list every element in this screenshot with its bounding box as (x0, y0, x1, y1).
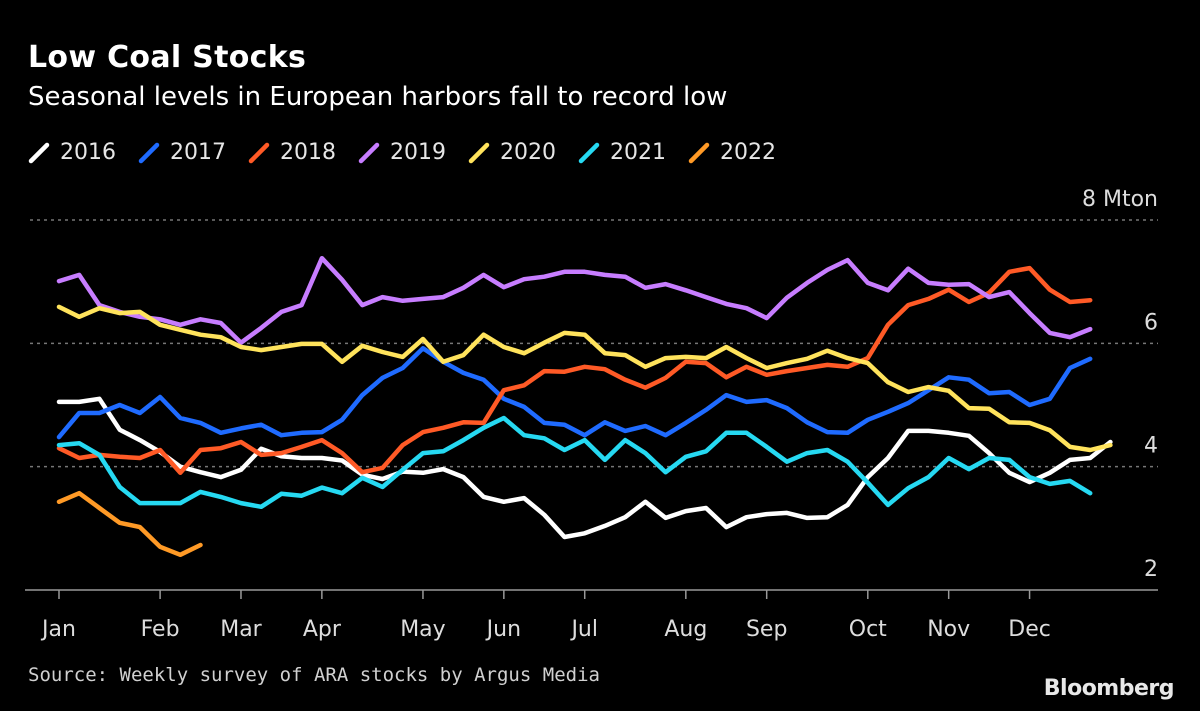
x-tick-label: Aug (664, 617, 707, 642)
legend-label: 2020 (500, 140, 556, 165)
legend-swatch-icon (358, 142, 380, 163)
series-line-2021 (56, 415, 1093, 510)
x-tick-label: Jan (40, 617, 76, 642)
legend-item-2022: 2022 (688, 140, 776, 165)
series-line-2019 (56, 255, 1093, 345)
x-tick-label: Jun (485, 617, 521, 642)
x-tick-label: Apr (303, 617, 342, 642)
legend-item-2021: 2021 (578, 140, 666, 165)
legend: 2016 2017 2018 2019 2020 2021 2022 (28, 140, 798, 165)
x-tick-label: Nov (927, 617, 970, 642)
legend-label: 2016 (60, 140, 116, 165)
x-tick-label: May (400, 617, 445, 642)
legend-item-2016: 2016 (28, 140, 116, 165)
legend-item-2019: 2019 (358, 140, 446, 165)
y-tick-label: 4 (1144, 434, 1158, 459)
legend-swatch-icon (468, 142, 490, 163)
legend-item-2020: 2020 (468, 140, 556, 165)
x-tick-label: Feb (141, 617, 180, 642)
source-note: Source: Weekly survey of ARA stocks by A… (28, 664, 600, 686)
legend-item-2018: 2018 (248, 140, 336, 165)
y-tick-label: 2 (1144, 557, 1158, 582)
legend-swatch-icon (578, 142, 600, 163)
y-tick-label: 8 Mton (1082, 187, 1158, 212)
chart-subtitle: Seasonal levels in European harbors fall… (28, 82, 728, 112)
x-tick-label: Dec (1008, 617, 1051, 642)
x-tick-label: Sep (746, 617, 787, 642)
legend-item-2017: 2017 (138, 140, 226, 165)
series-line-2020 (56, 304, 1113, 453)
legend-label: 2019 (390, 140, 446, 165)
legend-swatch-icon (138, 142, 160, 163)
x-tick-label: Oct (849, 617, 887, 642)
x-tick-label: Mar (220, 617, 262, 642)
y-tick-label: 6 (1144, 310, 1158, 335)
x-tick-label: Jul (569, 617, 598, 642)
series-line-2016 (56, 396, 1113, 540)
series-line-2017 (56, 346, 1093, 440)
legend-swatch-icon (688, 142, 710, 163)
legend-swatch-icon (248, 142, 270, 163)
chart-title: Low Coal Stocks (28, 40, 307, 75)
series-line-2022 (56, 490, 203, 558)
legend-label: 2022 (720, 140, 776, 165)
series-line-2018 (56, 265, 1093, 476)
legend-label: 2017 (170, 140, 226, 165)
legend-label: 2021 (610, 140, 666, 165)
legend-swatch-icon (28, 142, 50, 163)
legend-label: 2018 (280, 140, 336, 165)
bloomberg-logo: Bloomberg (1043, 676, 1175, 701)
